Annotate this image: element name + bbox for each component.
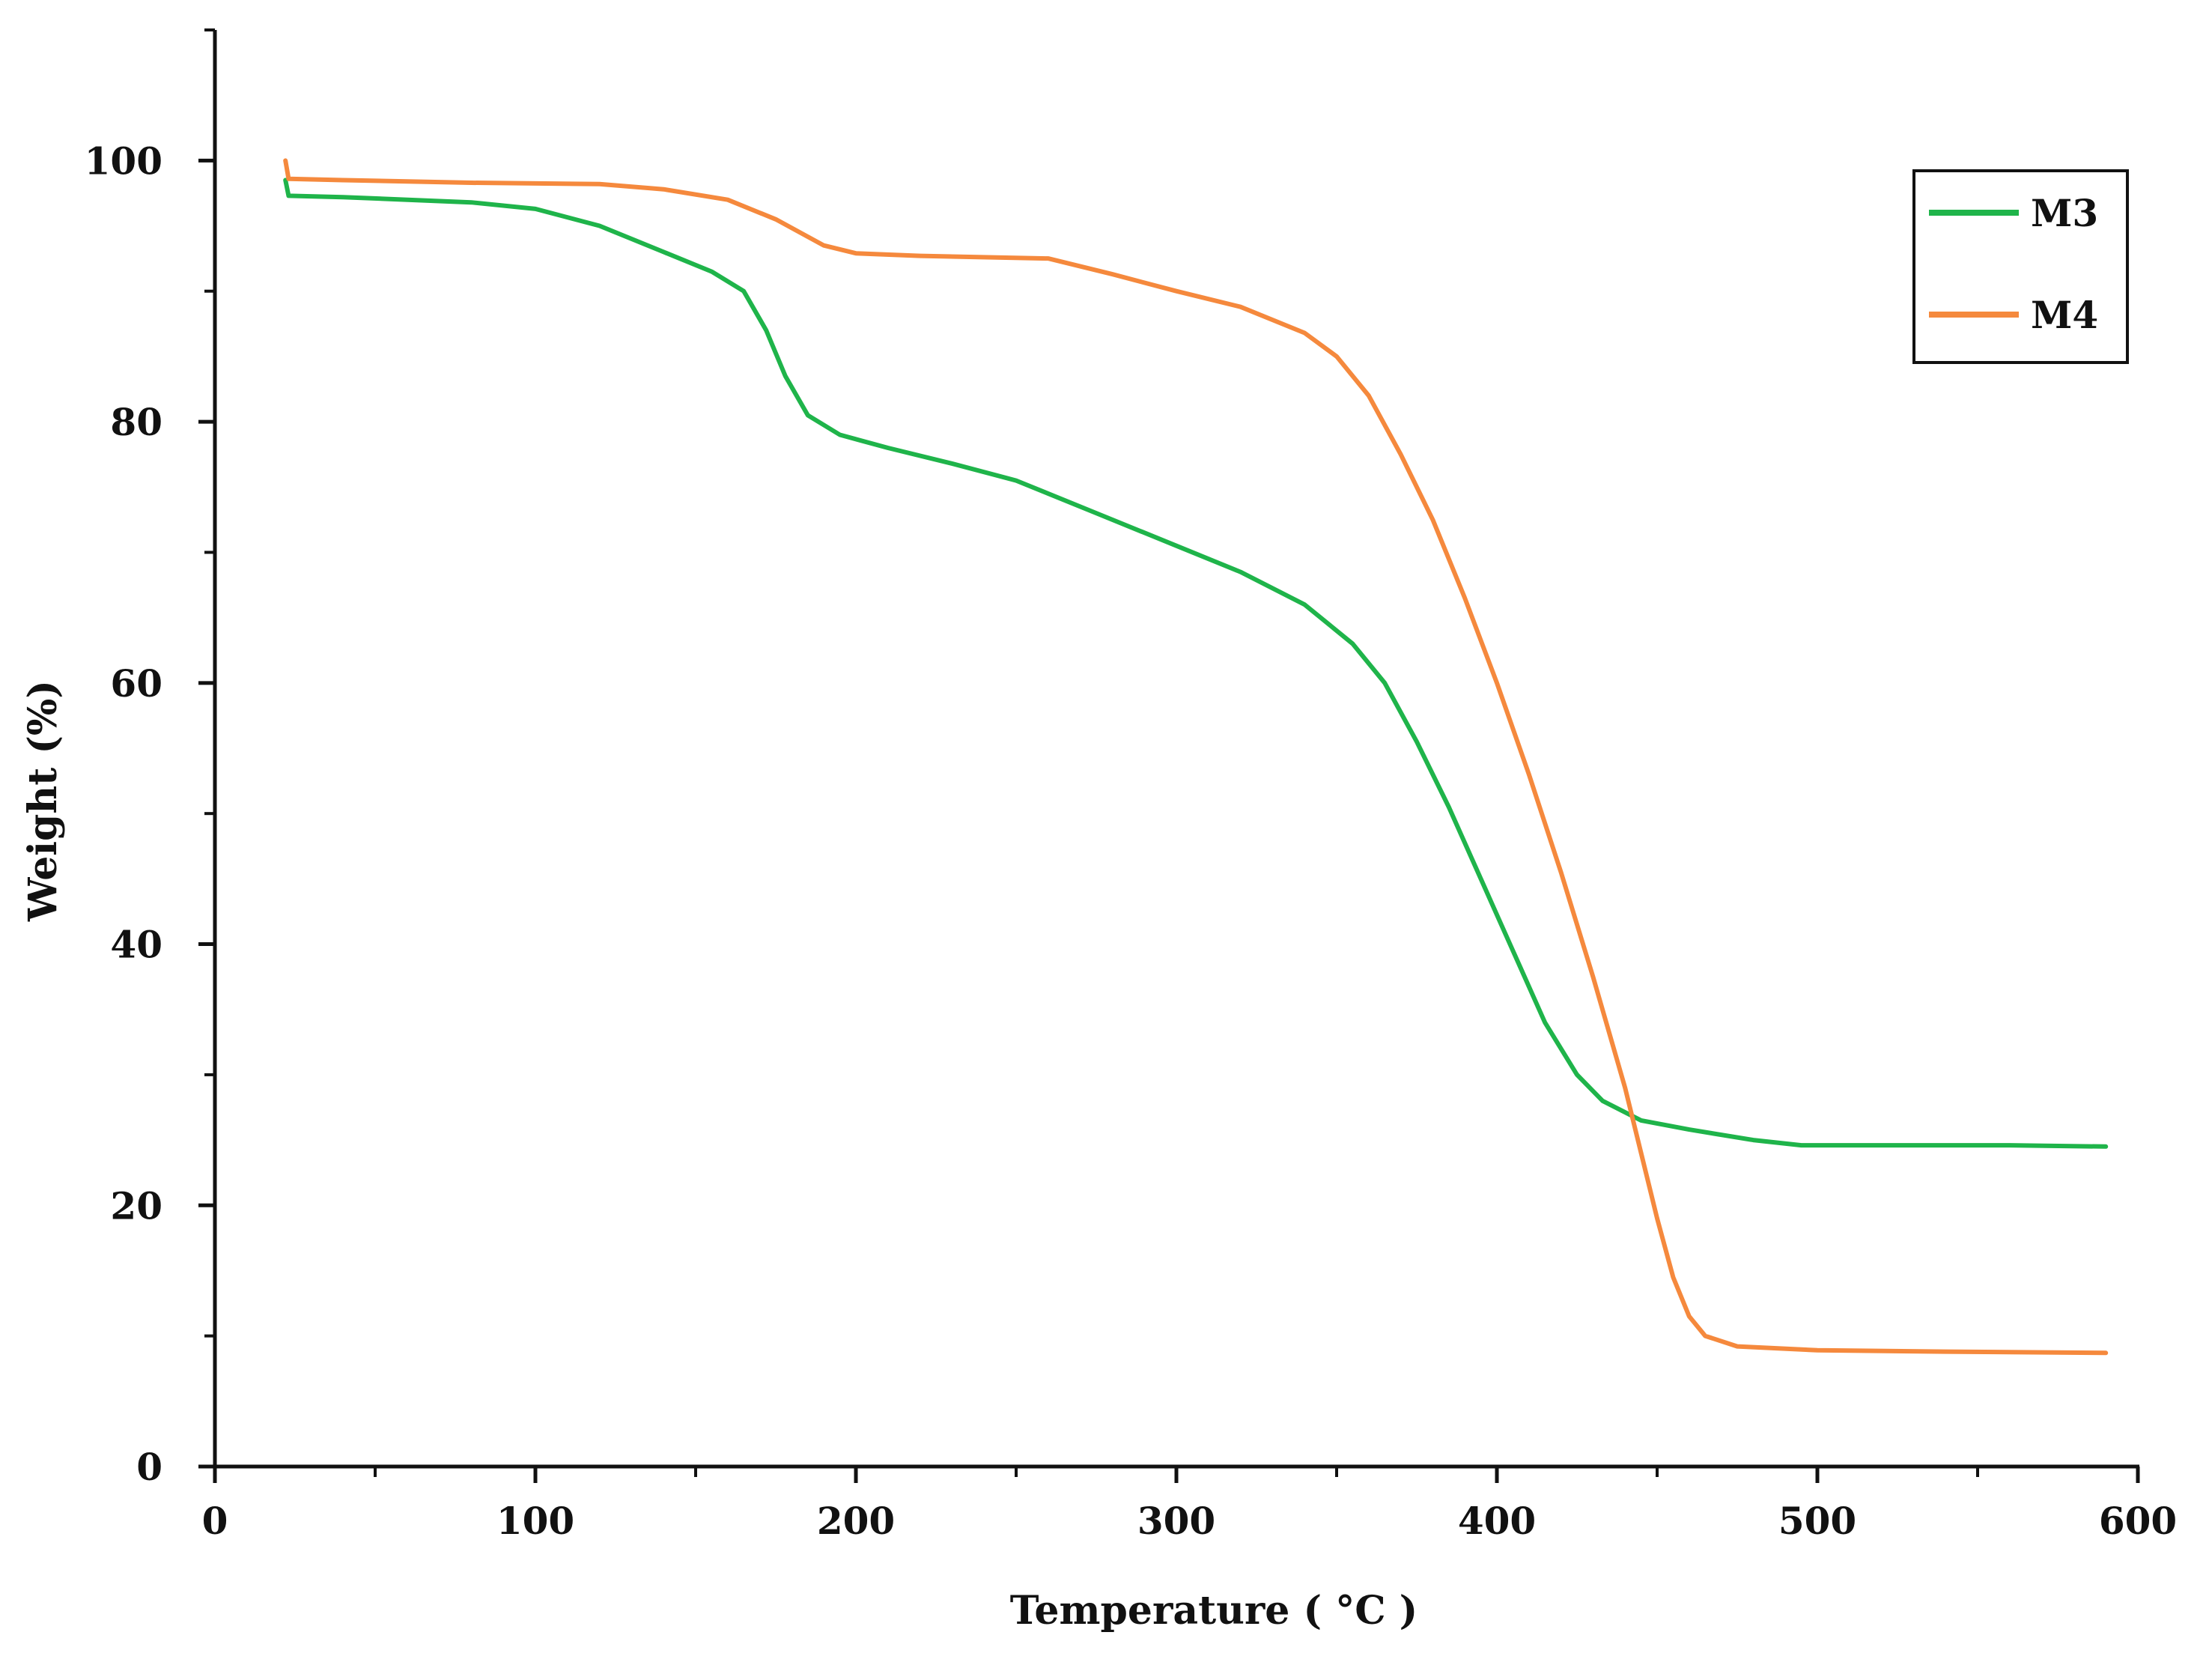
y-tick-label: 0 <box>136 1445 162 1489</box>
axes: 0 100 200 300 400 500 600 0 20 40 60 80 100 <box>85 28 2177 1543</box>
y-tick-label: 40 <box>110 923 162 967</box>
legend: M3 M4 <box>1912 169 2129 364</box>
plot-lines <box>283 158 2109 1356</box>
y-axis-title: Weight (%) <box>20 680 66 922</box>
x-tick-label: 0 <box>202 1499 228 1543</box>
x-ticks: 0 100 200 300 400 500 600 <box>202 1467 2177 1543</box>
x-axis-title: Temperature ( °C ) <box>1010 1588 1418 1634</box>
y-tick-label: 80 <box>110 400 162 444</box>
y-ticks: 0 20 40 60 80 100 <box>85 28 215 1489</box>
y-tick-label: 20 <box>110 1183 162 1228</box>
x-tick-label: 500 <box>1778 1499 1856 1543</box>
legend-box <box>1912 169 2129 364</box>
x-tick-label: 400 <box>1458 1499 1536 1543</box>
legend-label-m4: M4 <box>2031 293 2098 337</box>
x-tick-label: 200 <box>817 1499 895 1543</box>
x-tick-label: 100 <box>496 1499 574 1543</box>
y-tick-label: 100 <box>85 139 162 183</box>
series-line-m4 <box>283 158 2109 1356</box>
legend-label-m3: M3 <box>2031 191 2098 235</box>
x-tick-label: 600 <box>2099 1499 2177 1543</box>
x-tick-label: 300 <box>1137 1499 1215 1543</box>
series-line-m3 <box>283 178 2109 1149</box>
y-tick-label: 60 <box>110 661 162 706</box>
